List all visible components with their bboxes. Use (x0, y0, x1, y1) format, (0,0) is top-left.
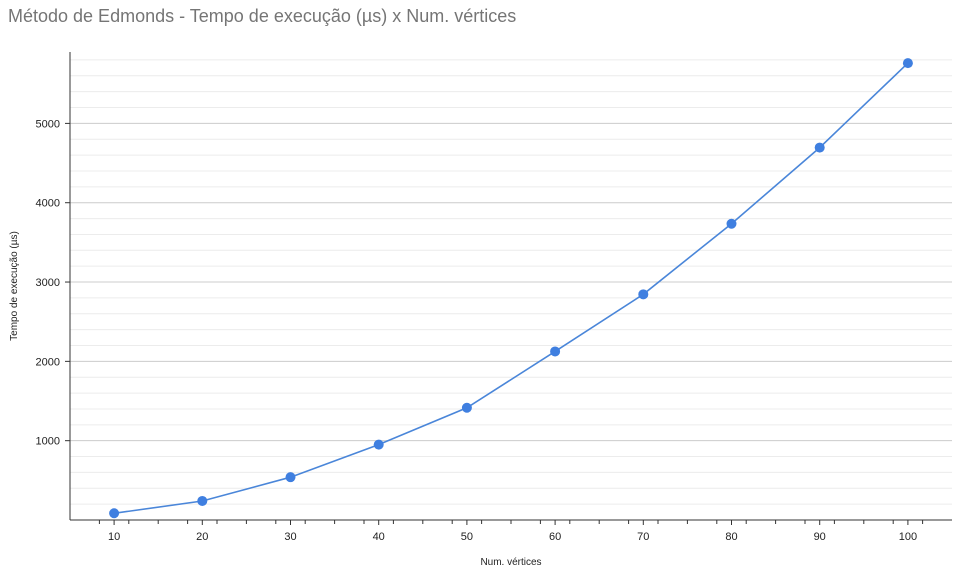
x-tick-label: 80 (725, 531, 737, 543)
x-tick-label: 70 (637, 531, 649, 543)
x-tick-label: 20 (196, 531, 208, 543)
x-tick-label: 90 (814, 531, 826, 543)
x-tick-label: 10 (108, 531, 120, 543)
minor-gridlines (70, 59, 952, 505)
x-axis-title: Num. vértices (480, 557, 541, 568)
data-point[interactable] (726, 218, 737, 229)
x-axis-ticks: 10 20 30 40 50 60 70 80 90 100 (98, 520, 924, 543)
major-gridlines (70, 122, 952, 442)
y-tick-label: 4000 (36, 198, 60, 210)
x-tick-label: 50 (461, 531, 473, 543)
data-point[interactable] (109, 508, 120, 519)
y-tick-label: 1000 (36, 436, 60, 448)
data-point[interactable] (902, 58, 913, 69)
x-tick-label: 40 (373, 531, 385, 543)
series-line (113, 62, 909, 515)
x-tick-label: 100 (899, 531, 917, 543)
data-point[interactable] (197, 495, 208, 506)
chart-title: Método de Edmonds - Tempo de execução (µ… (8, 6, 517, 26)
y-tick-label: 3000 (36, 277, 60, 289)
series-group (109, 58, 913, 519)
data-point[interactable] (550, 346, 561, 357)
data-point[interactable] (638, 289, 649, 300)
y-axis-ticks: 1000 2000 3000 4000 5000 (36, 118, 70, 448)
x-tick-label: 60 (549, 531, 561, 543)
y-axis-title: Tempo de execução (µs) (9, 231, 20, 341)
data-point[interactable] (814, 142, 825, 153)
data-point[interactable] (373, 439, 384, 450)
y-tick-label: 5000 (36, 118, 60, 130)
data-point[interactable] (461, 402, 472, 413)
y-tick-label: 2000 (36, 356, 60, 368)
axes (69, 52, 952, 521)
x-tick-label: 30 (284, 531, 296, 543)
data-point[interactable] (285, 472, 296, 483)
